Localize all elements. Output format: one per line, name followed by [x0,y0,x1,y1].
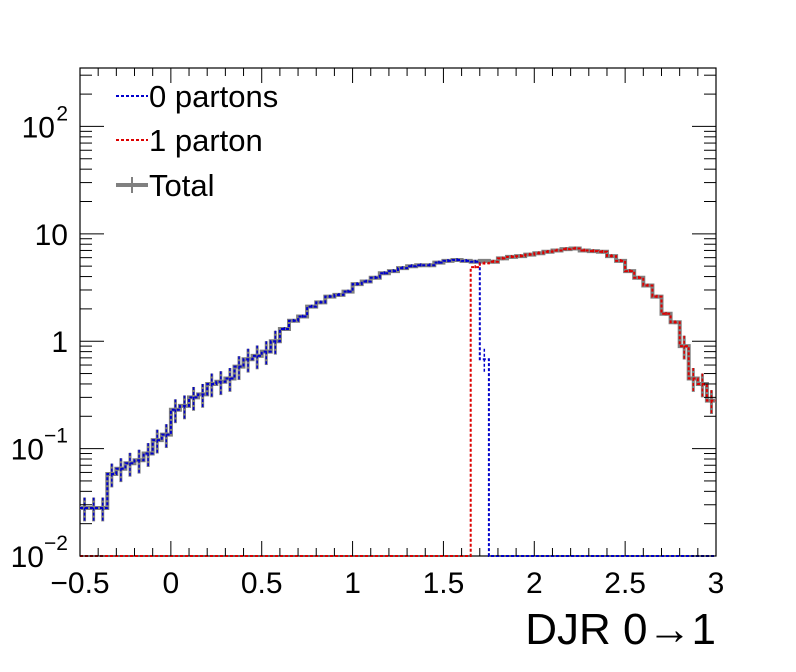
x-tick-label: 1.5 [423,567,465,600]
y-tick-label: 10 [11,541,44,574]
x-tick-label: 0 [163,567,180,600]
series-line-zero-partons [80,259,716,557]
x-tick-label: 2 [526,567,543,600]
y-tick-exponent: −1 [44,425,68,448]
x-tick-label: −0.5 [50,567,109,600]
legend-label: 1 parton [149,123,263,158]
x-tick-label: 0.5 [241,567,283,600]
y-tick-exponent: −2 [44,532,68,555]
y-tick-exponent: 2 [56,102,68,125]
x-tick-label: 1 [344,567,361,600]
y-tick-label: 10 [35,219,68,252]
x-tick-label: 2.5 [604,567,646,600]
y-tick-label: 10 [22,111,55,144]
x-axis-title: DJR 0→1 [525,605,716,654]
y-tick-label: 10 [11,434,44,467]
y-tick-label: 1 [51,326,68,359]
plot-body [80,246,716,557]
legend-label: Total [149,168,214,203]
legend: 0 partons 1 parton Total [116,79,278,203]
legend-label: 0 partons [149,79,278,114]
x-tick-label: 3 [708,567,725,600]
